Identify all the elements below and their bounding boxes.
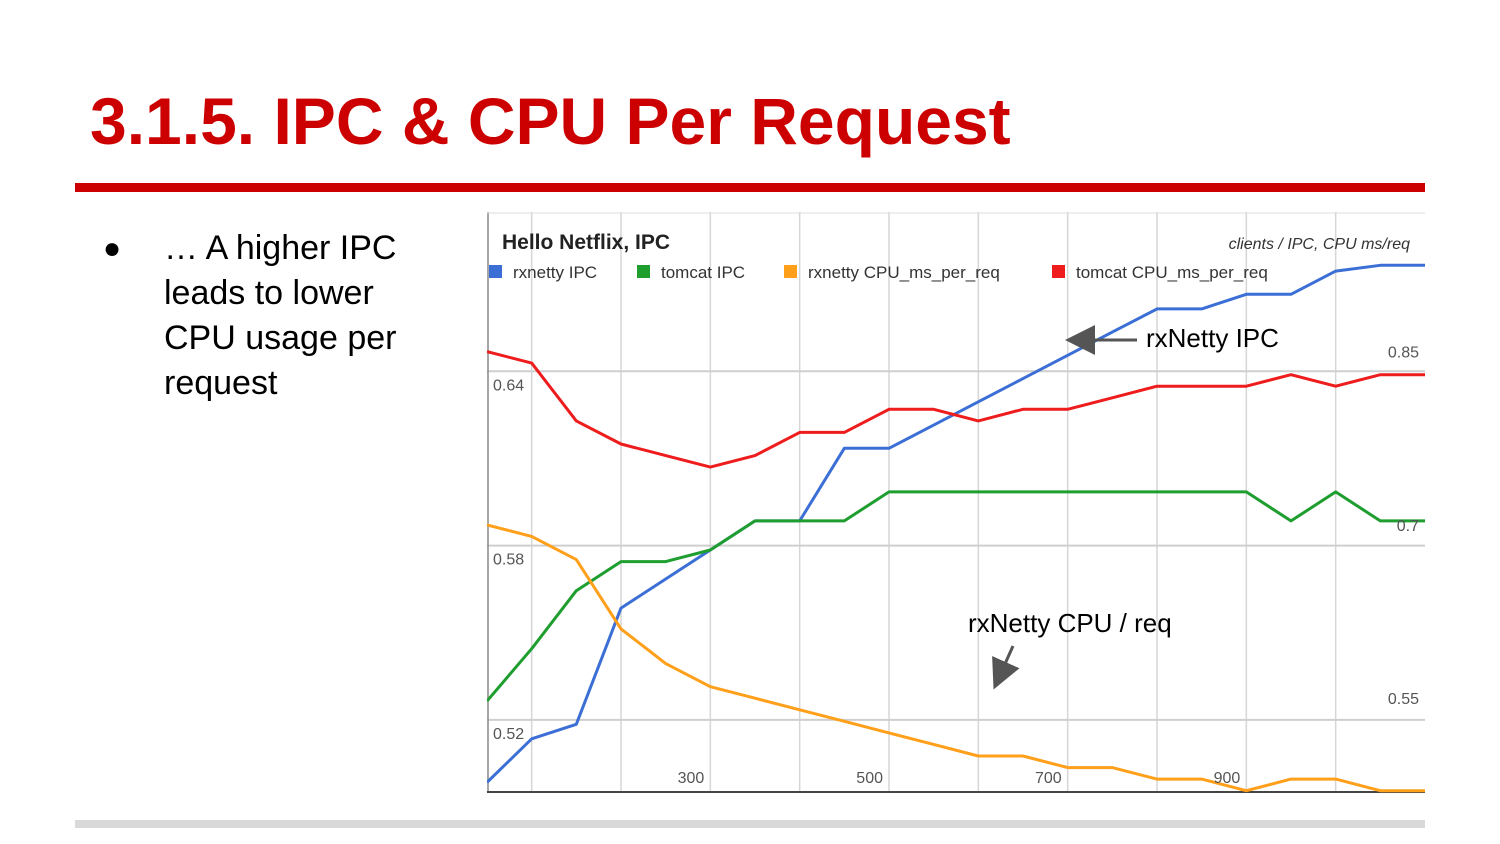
y-left-tick-label: 0.64 (493, 377, 524, 394)
bullet-text: … A higher IPC leads to lower CPU usage … (164, 229, 397, 402)
x-tick-label: 500 (856, 770, 883, 787)
legend-label: tomcat CPU_ms_per_req (1076, 263, 1268, 282)
series-line-tomcat-cpu-ms-per-req (486, 350, 1425, 469)
slide-title: 3.1.5. IPC & CPU Per Request (90, 84, 1011, 158)
y-left-tick-label: 0.52 (493, 726, 524, 743)
footer-rule (75, 820, 1425, 828)
annotation-rxnetty-cpu: rxNetty CPU / req (968, 608, 1172, 638)
y-left-tick-label: 0.58 (493, 552, 524, 569)
annotation-arrows (992, 325, 1137, 690)
bullet-marker: ● (103, 232, 122, 265)
axis-frame (487, 212, 1425, 793)
series-lines (485, 263, 1425, 793)
y-right-tick-label: 0.55 (1388, 691, 1419, 708)
y-right-tick-label: 0.85 (1388, 345, 1419, 362)
legend-label: tomcat IPC (661, 263, 745, 282)
chart-subtitle: clients / IPC, CPU ms/req (1229, 236, 1410, 253)
arrow-to-rxnetty-cpu (992, 645, 1020, 690)
x-tick-label: 700 (1035, 770, 1062, 787)
y-right-tick-label: 0.7 (1397, 518, 1419, 535)
legend-swatch (489, 265, 502, 278)
title-underline (75, 183, 1425, 192)
legend-swatch (784, 265, 797, 278)
chart-screenshot: 0.52 0.58 0.64 0.55 0.7 0.85 300 500 700 900 rxne… (485, 212, 1425, 793)
ipc-cpu-chart: 0.52 0.58 0.64 0.55 0.7 0.85 300 500 700 900 rxne… (485, 212, 1425, 793)
x-tick-label: 900 (1214, 770, 1241, 787)
legend-label: rxnetty CPU_ms_per_req (808, 263, 1000, 282)
annotation-rxnetty-ipc: rxNetty IPC (1146, 323, 1279, 353)
x-tick-label: 300 (678, 770, 705, 787)
chart-title: Hello Netflix, IPC (502, 231, 670, 254)
series-line-rxnetty-cpu-ms-per-req (486, 523, 1425, 793)
chart-legend: rxnetty IPC tomcat IPC rxnetty CPU_ms_per_… (489, 263, 1268, 282)
tick-labels: 0.52 0.58 0.64 0.55 0.7 0.85 300 500 700 900 (493, 345, 1419, 787)
gridlines (487, 212, 1425, 792)
legend-swatch (1052, 265, 1065, 278)
series-line-rxnetty-ipc (485, 263, 1425, 784)
legend-swatch (637, 265, 650, 278)
legend-label: rxnetty IPC (513, 263, 597, 282)
series-line-tomcat-ipc (485, 490, 1425, 702)
